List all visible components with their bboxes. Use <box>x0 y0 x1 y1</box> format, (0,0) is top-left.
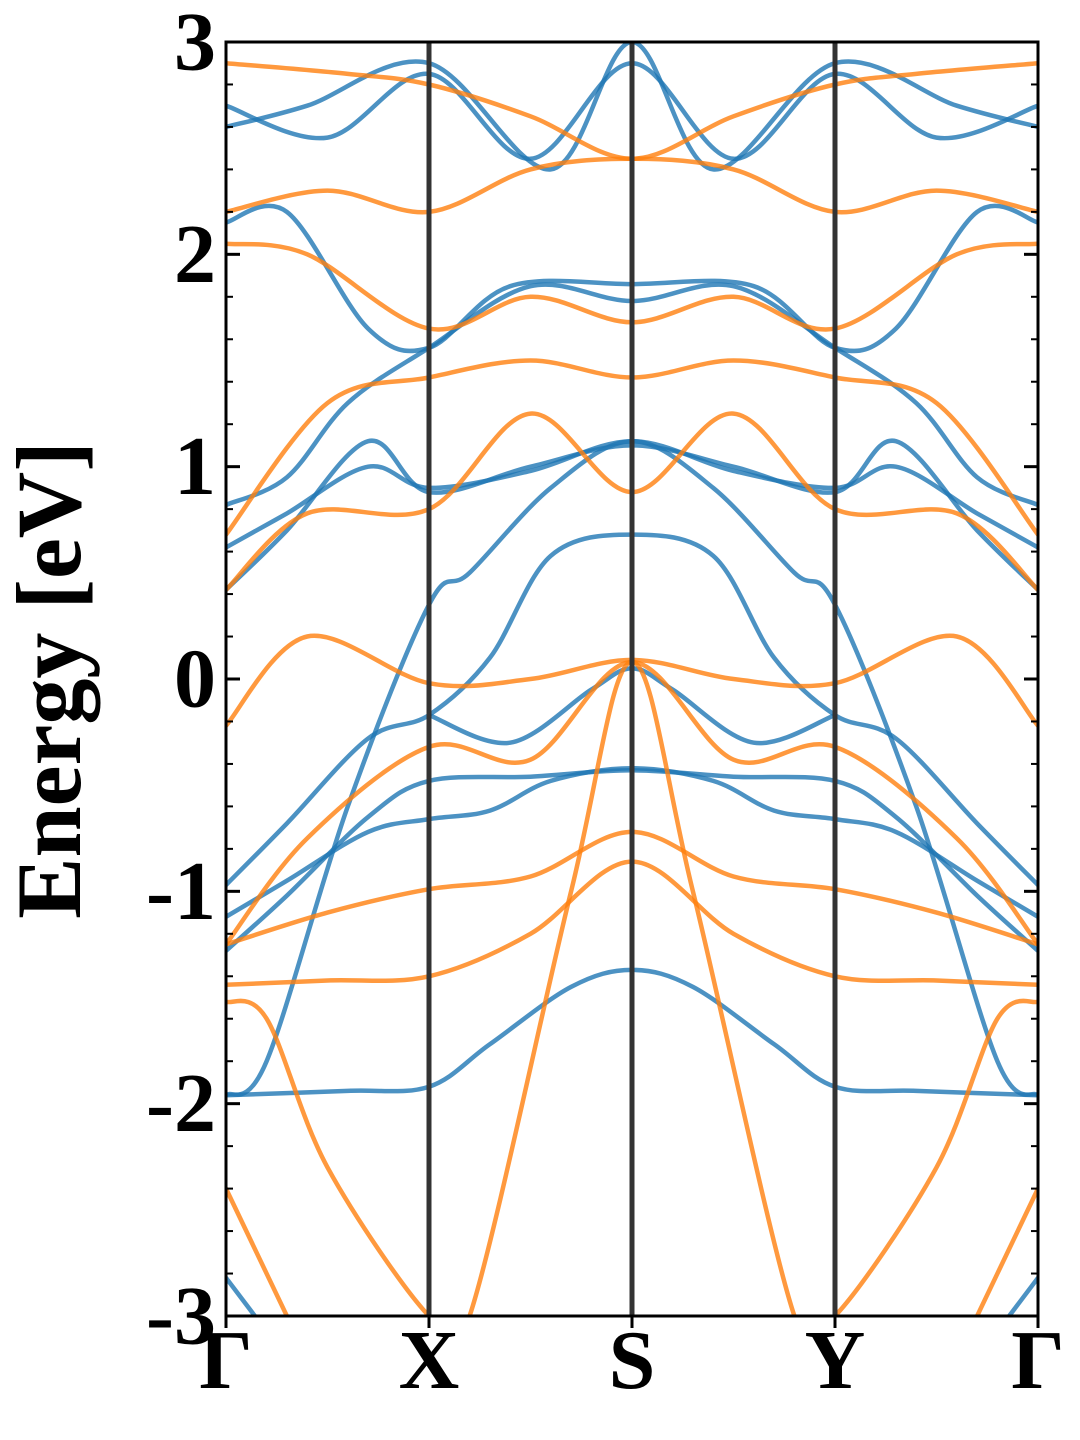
x-tick-label: X <box>399 1314 460 1407</box>
x-tick-label: S <box>609 1314 656 1407</box>
band-line <box>226 1275 258 1316</box>
y-axis-ticks: -3 -2 -1 0 1 2 3 <box>146 0 1038 1363</box>
y-tick-label: -3 <box>146 1270 216 1363</box>
y-tick-label: 2 <box>174 208 216 301</box>
y-tick-label: -2 <box>146 1057 216 1150</box>
band-line <box>1006 1275 1038 1316</box>
x-tick-label: Y <box>805 1314 866 1407</box>
y-tick-label: 0 <box>174 633 216 726</box>
y-tick-label: 1 <box>174 420 216 513</box>
band-line <box>226 1186 290 1316</box>
plot-frame <box>224 40 1040 1318</box>
y-axis-title: Energy [eV] <box>0 441 100 919</box>
y-tick-label: 3 <box>174 0 216 89</box>
x-tick-label: Γ <box>199 1314 252 1407</box>
x-tick-label: Γ <box>1011 1314 1064 1407</box>
y-tick-label: -1 <box>146 845 216 938</box>
band-line <box>974 1186 1038 1316</box>
high-symmetry-lines <box>426 42 838 1316</box>
